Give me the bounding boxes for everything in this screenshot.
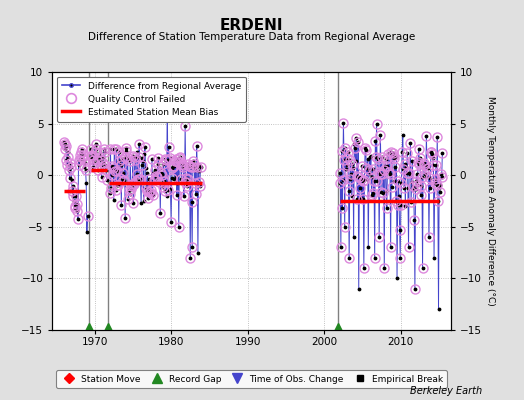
Text: Difference of Station Temperature Data from Regional Average: Difference of Station Temperature Data f… <box>88 32 415 42</box>
Legend: Difference from Regional Average, Quality Control Failed, Estimated Station Mean: Difference from Regional Average, Qualit… <box>57 76 246 122</box>
Legend: Station Move, Record Gap, Time of Obs. Change, Empirical Break: Station Move, Record Gap, Time of Obs. C… <box>56 370 447 388</box>
Text: Berkeley Earth: Berkeley Earth <box>410 386 482 396</box>
Y-axis label: Monthly Temperature Anomaly Difference (°C): Monthly Temperature Anomaly Difference (… <box>486 96 495 306</box>
Text: ERDENI: ERDENI <box>220 18 283 33</box>
